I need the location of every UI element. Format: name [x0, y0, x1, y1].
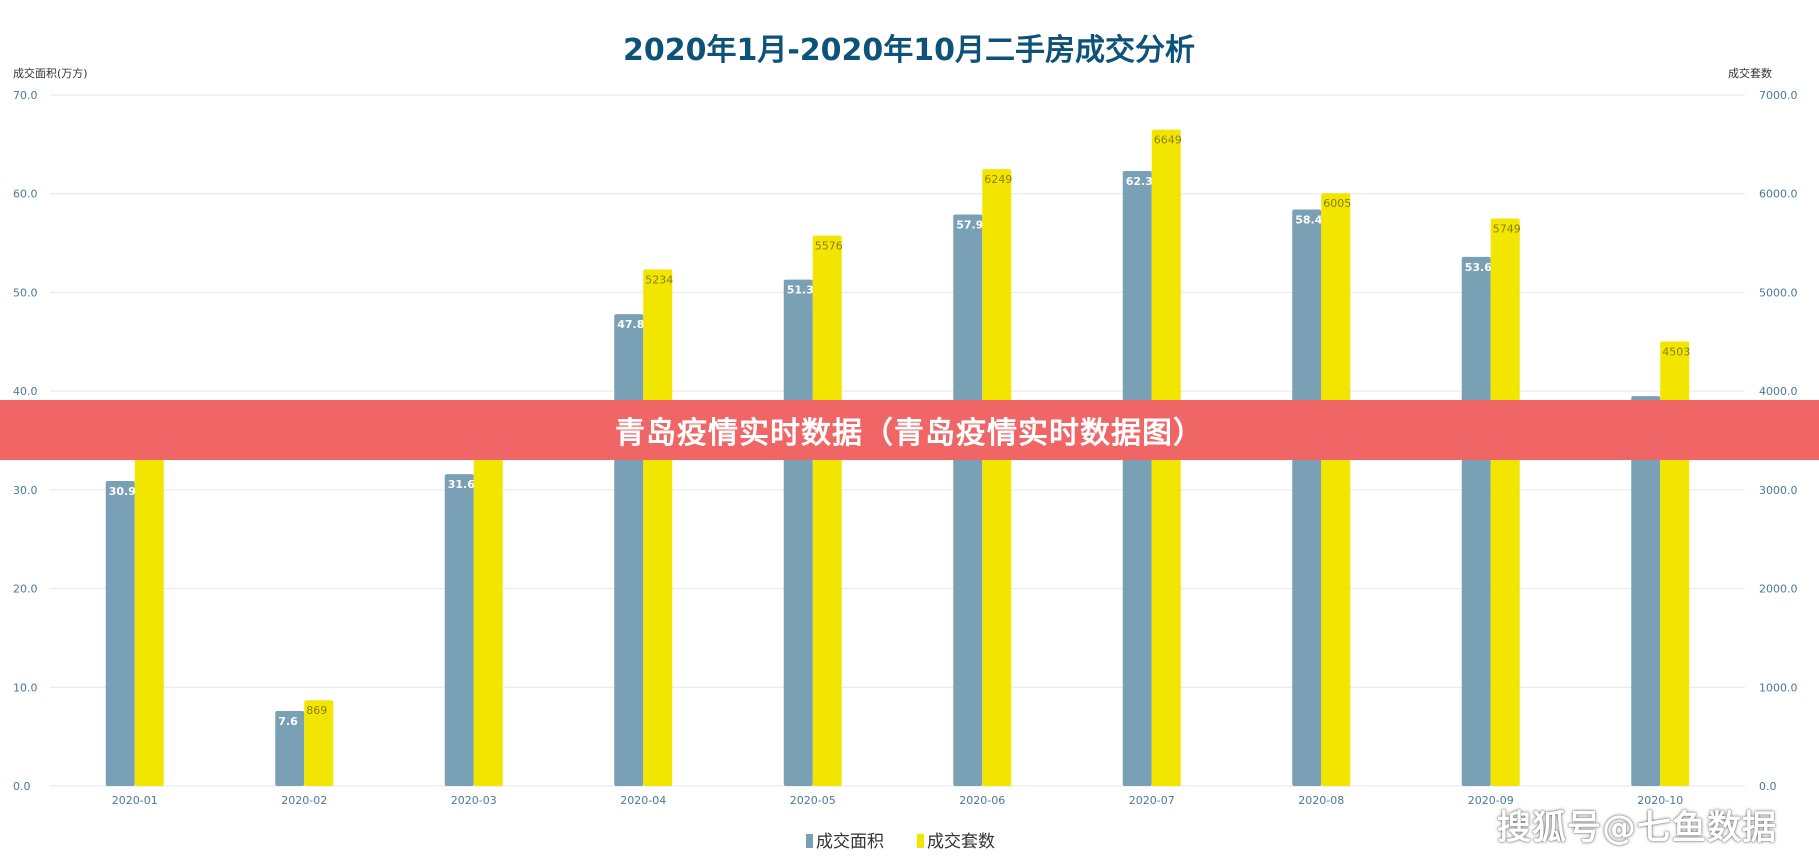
bar-count[interactable] — [643, 269, 673, 786]
legend-label-area[interactable]: 成交面积 — [816, 832, 884, 852]
category-label: 2020-10 — [1637, 794, 1683, 807]
data-label-count: 869 — [306, 704, 327, 717]
right-tick-label: 5000.0 — [1759, 286, 1798, 299]
bars: 30.9 7.6 869 31.6 47.8 5234 51.3 5576 57.9 6249 62… — [105, 129, 1690, 787]
category-label: 2020-05 — [790, 794, 836, 807]
right-tick-label: 0.0 — [1759, 780, 1777, 793]
bar-count[interactable] — [473, 430, 503, 786]
legend[interactable]: 成交面积 成交套数 — [806, 832, 995, 852]
bar-count[interactable] — [812, 235, 842, 786]
right-tick-label: 7000.0 — [1759, 89, 1798, 102]
category-label: 2020-09 — [1468, 794, 1514, 807]
bar-area[interactable] — [275, 710, 305, 786]
data-label-area: 47.8 — [617, 318, 644, 331]
data-label-area: 53.6 — [1465, 261, 1492, 274]
right-axis-label: 成交套数 — [1728, 66, 1772, 80]
bar-count[interactable] — [1321, 193, 1351, 787]
category-label: 2020-08 — [1298, 794, 1344, 807]
left-tick-label: 40.0 — [13, 385, 38, 398]
left-tick-label: 70.0 — [13, 89, 38, 102]
banner: 青岛疫情实时数据（青岛疫情实时数据图） — [0, 400, 1819, 460]
bar-area[interactable] — [105, 480, 135, 786]
right-tick-label: 2000.0 — [1759, 583, 1798, 596]
bar-area[interactable] — [1292, 209, 1322, 787]
left-axis-label: 成交面积(万方) — [13, 66, 88, 80]
data-label-area: 62.3 — [1126, 175, 1153, 188]
data-label-area: 7.6 — [278, 715, 298, 728]
data-label-count: 6005 — [1323, 197, 1351, 210]
data-label-area: 58.4 — [1295, 214, 1322, 227]
category-label: 2020-03 — [451, 794, 497, 807]
left-tick-label: 0.0 — [13, 780, 31, 793]
right-tick-label: 1000.0 — [1759, 681, 1798, 694]
bar-area[interactable] — [614, 314, 644, 786]
bar-count[interactable] — [134, 430, 164, 786]
data-label-area: 51.3 — [787, 284, 814, 297]
bar-count[interactable] — [1490, 218, 1520, 786]
left-tick-label: 30.0 — [13, 484, 38, 497]
bar-area[interactable] — [783, 279, 813, 786]
category-label: 2020-01 — [112, 794, 158, 807]
left-tick-label: 60.0 — [13, 188, 38, 201]
chart-title: 2020年1月-2020年10月二手房成交分析 — [623, 33, 1195, 68]
bar-count[interactable] — [304, 700, 334, 786]
data-label-count: 5234 — [645, 273, 673, 286]
right-axis-ticks: 0.0 1000.0 2000.0 3000.0 4000.0 5000.0 6000.0 7… — [1759, 89, 1798, 793]
banner-text: 青岛疫情实时数据（青岛疫情实时数据图） — [615, 416, 1204, 451]
category-label: 2020-07 — [1129, 794, 1175, 807]
legend-swatch-count — [917, 834, 924, 848]
category-label: 2020-04 — [620, 794, 666, 807]
category-label: 2020-06 — [959, 794, 1005, 807]
bar-area[interactable] — [444, 474, 474, 786]
left-tick-label: 10.0 — [13, 681, 38, 694]
left-axis-ticks: 0.0 10.0 20.0 30.0 40.0 50.0 60.0 70.0 — [13, 89, 38, 793]
left-tick-label: 50.0 — [13, 286, 38, 299]
watermark: 搜狐号@七鱼数据 — [1497, 808, 1777, 848]
category-label: 2020-02 — [281, 794, 327, 807]
data-label-count: 6249 — [984, 173, 1012, 186]
right-tick-label: 6000.0 — [1759, 188, 1798, 201]
category-labels: 2020-01 2020-02 2020-03 2020-04 2020-05 2020-… — [112, 794, 1683, 807]
bar-area[interactable] — [953, 214, 983, 787]
bar-area[interactable] — [1461, 256, 1491, 786]
data-label-area: 31.6 — [448, 478, 475, 491]
left-tick-label: 20.0 — [13, 583, 38, 596]
bar-area[interactable] — [1631, 396, 1661, 786]
bar-count[interactable] — [982, 169, 1012, 787]
data-label-count: 5576 — [815, 240, 843, 253]
right-tick-label: 3000.0 — [1759, 484, 1798, 497]
data-label-count: 6649 — [1154, 134, 1182, 147]
data-label-area: 57.9 — [956, 218, 983, 231]
data-label-area: 30.9 — [109, 485, 136, 498]
legend-swatch-area — [806, 834, 813, 848]
data-label-count: 5749 — [1493, 222, 1521, 235]
legend-label-count[interactable]: 成交套数 — [927, 832, 995, 852]
data-label-count: 4503 — [1662, 345, 1690, 358]
bar-area[interactable] — [1122, 171, 1152, 786]
right-tick-label: 4000.0 — [1759, 385, 1798, 398]
